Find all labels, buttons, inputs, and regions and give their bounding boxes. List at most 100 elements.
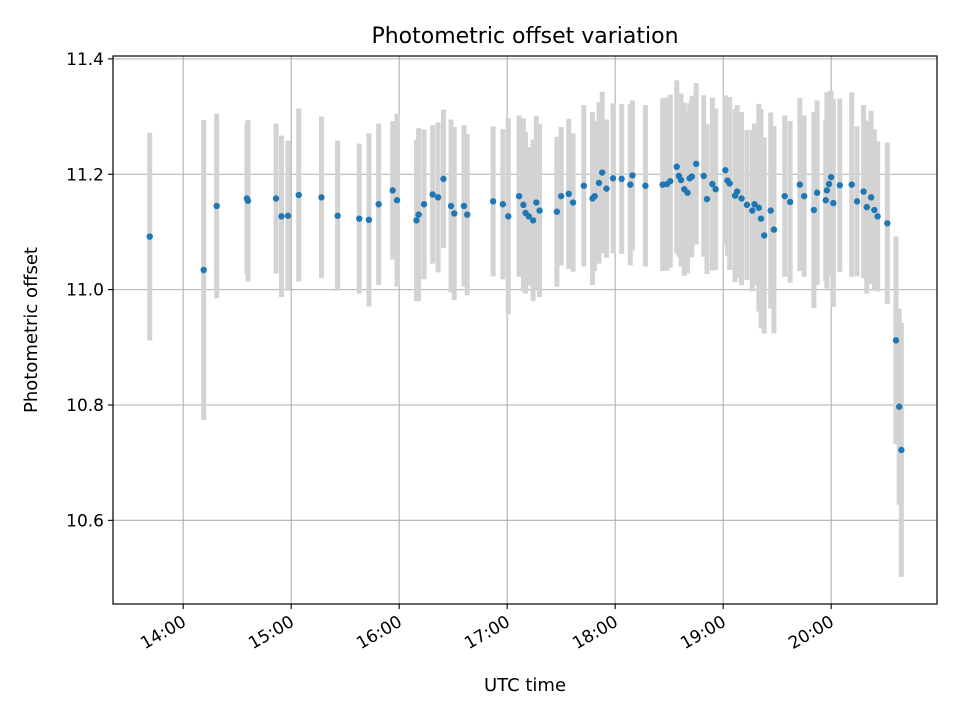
data-point	[447, 202, 455, 210]
data-point	[334, 212, 341, 219]
x-axis-label: UTC time	[484, 675, 566, 696]
data-point	[389, 187, 396, 194]
y-tick-label: 11.2	[66, 165, 104, 185]
data-point	[823, 187, 831, 194]
data-point	[284, 212, 292, 219]
data-point	[796, 181, 804, 188]
data-point	[786, 198, 794, 206]
data-points	[146, 160, 905, 454]
data-point	[618, 175, 625, 183]
data-point	[278, 213, 285, 220]
data-point	[629, 172, 636, 179]
data-point	[767, 207, 774, 214]
data-point	[751, 201, 758, 208]
data-point	[295, 191, 302, 199]
y-tick-label: 11.4	[66, 50, 104, 70]
y-tick-label: 11.0	[66, 281, 104, 301]
data-point	[520, 201, 527, 209]
data-point	[415, 211, 422, 218]
data-point	[743, 201, 751, 209]
data-point	[557, 192, 565, 200]
data-point	[434, 194, 442, 201]
data-point	[533, 199, 540, 206]
data-point	[642, 182, 649, 189]
data-point	[863, 203, 871, 211]
data-point	[884, 220, 891, 227]
data-point	[781, 192, 788, 200]
data-point	[722, 167, 729, 174]
data-point	[413, 217, 420, 224]
data-point	[755, 204, 763, 211]
data-point	[673, 163, 680, 170]
data-point	[420, 201, 428, 208]
data-point	[703, 195, 711, 203]
data-point	[609, 175, 617, 182]
data-point	[898, 446, 905, 454]
data-point	[451, 210, 458, 217]
data-point	[892, 337, 900, 344]
data-point	[712, 186, 719, 193]
data-point	[356, 215, 363, 222]
data-point	[830, 199, 837, 207]
data-point	[525, 213, 532, 220]
data-point	[709, 180, 716, 188]
plot-frame	[112, 55, 938, 605]
data-point	[684, 189, 691, 196]
data-point	[515, 192, 523, 200]
data-point	[692, 160, 700, 168]
data-point	[874, 213, 881, 220]
data-point	[460, 202, 468, 210]
data-point	[822, 197, 829, 204]
data-point	[867, 194, 875, 201]
data-point	[749, 207, 756, 214]
data-point	[627, 181, 634, 188]
data-point	[700, 172, 707, 180]
data-point	[529, 217, 537, 224]
data-point	[213, 202, 220, 210]
data-point	[595, 179, 603, 187]
data-point	[393, 197, 401, 204]
data-point	[896, 403, 903, 410]
y-axis-ticks: 10.6 10.8 11.0 11.2 11.4	[66, 50, 113, 531]
data-point	[667, 177, 674, 185]
data-point	[580, 182, 588, 189]
y-tick-label: 10.6	[66, 511, 104, 531]
data-point	[853, 198, 861, 205]
data-point	[591, 192, 598, 200]
data-point	[565, 190, 572, 198]
data-point	[200, 266, 207, 274]
data-point	[440, 175, 447, 183]
data-point	[810, 206, 818, 214]
data-point	[146, 233, 153, 240]
data-point	[499, 201, 507, 208]
y-tick-label: 10.8	[66, 396, 104, 416]
data-point	[688, 173, 696, 180]
data-point	[726, 180, 733, 187]
data-point	[569, 199, 577, 206]
data-point	[848, 181, 855, 188]
data-point	[536, 207, 543, 214]
data-point	[825, 180, 833, 188]
data-point	[761, 232, 768, 239]
data-point	[757, 215, 765, 222]
data-point	[871, 206, 878, 214]
data-point	[489, 198, 497, 205]
data-point	[464, 211, 471, 218]
data-point	[318, 194, 325, 201]
data-point	[603, 185, 610, 192]
data-point	[836, 182, 844, 189]
data-point	[770, 226, 778, 233]
data-point	[244, 197, 252, 204]
data-point	[860, 188, 867, 195]
data-point	[738, 195, 745, 202]
chart-title: Photometric offset variation	[371, 24, 678, 49]
data-point	[505, 213, 512, 220]
data-point	[429, 191, 436, 198]
data-point	[272, 195, 280, 202]
data-point	[375, 201, 382, 208]
data-point	[553, 208, 561, 215]
data-point	[734, 188, 741, 195]
y-axis-label: Photometric offset	[21, 247, 42, 413]
